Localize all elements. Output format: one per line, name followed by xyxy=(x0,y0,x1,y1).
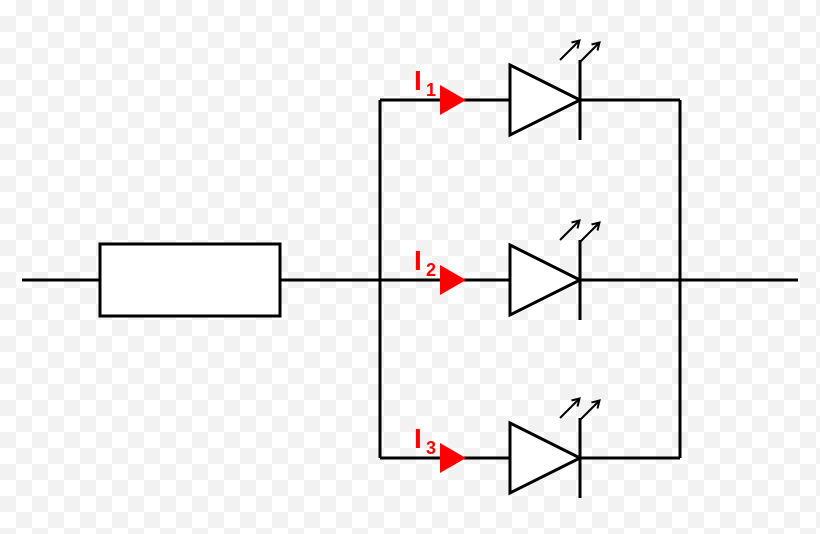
led-light-arrow xyxy=(560,41,580,61)
current-arrow-1 xyxy=(440,85,466,115)
current-label-1: I1 xyxy=(414,65,436,100)
led-triangle-3 xyxy=(510,423,580,493)
current-label-2: I2 xyxy=(414,245,436,280)
led-light-arrow xyxy=(580,401,600,421)
led-light-arrow xyxy=(560,399,580,419)
current-arrow-3 xyxy=(440,443,466,473)
led-triangle-1 xyxy=(510,65,580,135)
current-label-sub-2: 2 xyxy=(426,260,436,280)
circuit-diagram: I1I2I3 xyxy=(0,0,820,534)
led-light-arrow xyxy=(580,43,600,63)
current-label-I-3: I xyxy=(414,423,422,454)
current-label-3: I3 xyxy=(414,423,436,458)
current-label-I-2: I xyxy=(414,245,422,276)
current-arrow-2 xyxy=(440,265,466,295)
led-light-arrow xyxy=(560,221,580,241)
current-label-sub-1: 1 xyxy=(426,80,436,100)
resistor xyxy=(100,244,280,316)
led-triangle-2 xyxy=(510,245,580,315)
current-label-sub-3: 3 xyxy=(426,438,436,458)
current-label-I-1: I xyxy=(414,65,422,96)
led-light-arrow xyxy=(580,223,600,243)
